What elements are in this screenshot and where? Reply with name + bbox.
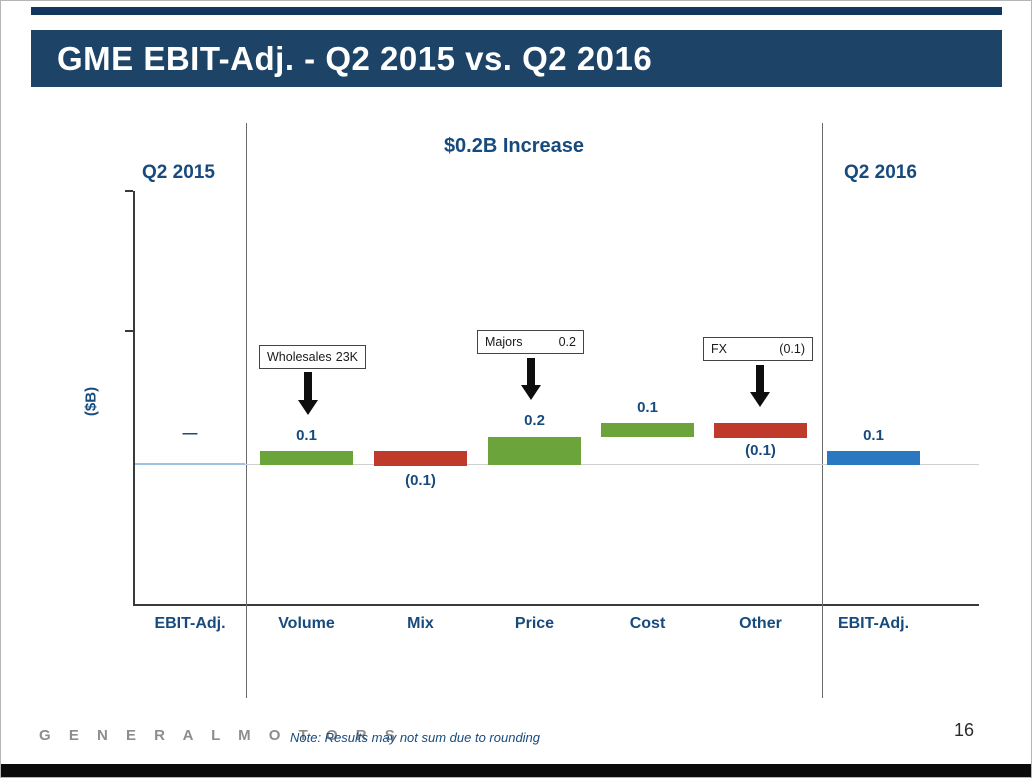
down-arrow-volume-icon: [304, 372, 312, 400]
category-label-other: Other: [739, 615, 782, 632]
slide-title: GME EBIT-Adj. - Q2 2015 vs. Q2 2016: [57, 39, 653, 77]
category-label-price: Price: [514, 615, 555, 632]
category-label-volume: Volume: [278, 615, 335, 632]
column-divider-left: [246, 123, 247, 698]
bar-cost: [601, 423, 694, 437]
down-arrow-price-head-icon: [521, 385, 541, 400]
y-axis-tick-mid: [125, 330, 133, 332]
category-label-ebit-adj-2015: EBIT-Adj.: [154, 615, 226, 632]
bar-label-mix: (0.1): [405, 472, 436, 489]
bar-label-price: 0.2: [524, 412, 545, 429]
q2-2015-value-line: [135, 463, 245, 465]
callout-majors-value: 0.2: [558, 335, 576, 349]
down-arrow-other-head-icon: [750, 392, 770, 407]
bar-label-volume: 0.1: [296, 427, 317, 444]
top-rule: [31, 7, 1002, 15]
down-arrow-volume-head-icon: [298, 400, 318, 415]
callout-fx-label: FX: [711, 342, 727, 356]
period-label-q2-2016: Q2 2016: [844, 162, 917, 183]
callout-fx-value: (0.1): [779, 342, 805, 356]
bar-other: [714, 423, 807, 438]
y-axis: [133, 191, 135, 605]
bar-label-other: (0.1): [745, 442, 776, 459]
period-label-q2-2015: Q2 2015: [142, 162, 215, 183]
callout-wholesales: Wholesales 23K: [259, 345, 366, 369]
y-axis-label: ($B): [82, 386, 100, 417]
bar-label-cost: 0.1: [637, 399, 658, 416]
category-label-ebit-adj-2016: EBIT-Adj.: [837, 615, 910, 632]
y-axis-tick-top: [125, 190, 133, 192]
callout-wholesales-value: 23K: [335, 350, 358, 364]
callout-wholesales-label: Wholesales: [267, 350, 332, 364]
chart-title: $0.2B Increase: [443, 135, 585, 157]
callout-majors: Majors 0.2: [477, 330, 584, 354]
column-divider-right: [822, 123, 823, 698]
bar-label-ebit-adj-2015: —: [182, 425, 198, 442]
down-arrow-price-icon: [527, 358, 535, 385]
page-number: 16: [953, 720, 975, 740]
callout-majors-label: Majors: [485, 335, 523, 349]
x-axis: [133, 604, 979, 606]
callout-fx: FX (0.1): [703, 337, 813, 361]
title-bar: GME EBIT-Adj. - Q2 2015 vs. Q2 2016: [31, 30, 1002, 87]
bar-price: [488, 437, 581, 465]
bar-mix: [374, 451, 467, 466]
bar-volume: [260, 451, 353, 465]
gm-wordmark: G E N E R A L M O T O R S: [39, 727, 402, 744]
category-label-mix: Mix: [407, 615, 434, 632]
bottom-rule: [1, 764, 1031, 777]
category-label-cost: Cost: [629, 615, 666, 632]
down-arrow-other-icon: [756, 365, 764, 392]
footnote: Note: Results may not sum due to roundin…: [290, 730, 541, 745]
bar-label-ebit-adj-2016: 0.1: [863, 427, 884, 444]
bar-ebit-adj-2016: [827, 451, 920, 465]
